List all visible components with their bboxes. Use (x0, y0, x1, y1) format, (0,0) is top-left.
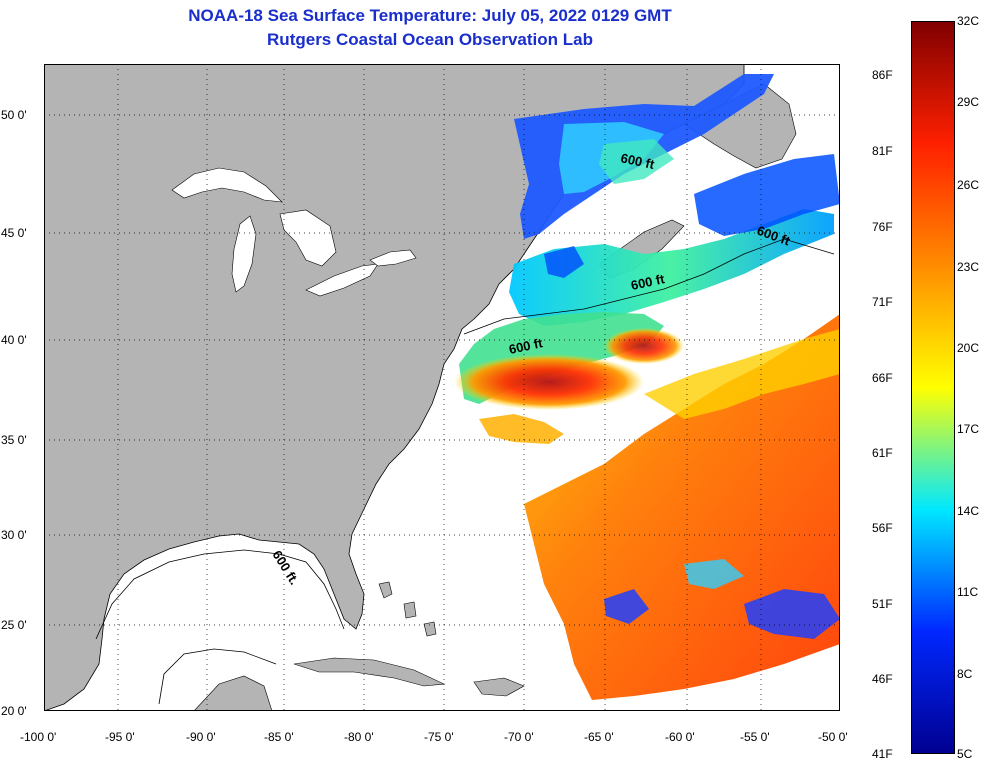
colorbar-c-label: 23C (957, 260, 980, 274)
sst-scotian-shelf (544, 246, 584, 278)
colorbar-c-label: 29C (957, 95, 980, 109)
colorbar-f-label: 46F (872, 672, 893, 686)
lon-label: -95 0' (105, 730, 135, 744)
colorbar-f-label: 56F (872, 521, 893, 535)
colorbar-c-label: 20C (957, 341, 980, 355)
colorbar-f-label: 81F (872, 144, 893, 158)
hispaniola-land (473, 677, 525, 697)
isobath-line-gom (95, 549, 345, 640)
map-subtitle: Rutgers Coastal Ocean Observation Lab (267, 30, 593, 49)
lake-superior (171, 167, 283, 203)
lat-label: 50 0' (1, 108, 27, 122)
colorbar-c-label: 32C (957, 14, 980, 28)
yucatan-land (193, 675, 273, 711)
isobath-line (463, 238, 835, 335)
cuba-land (293, 657, 446, 687)
sst-hatteras-warm (479, 414, 564, 444)
colorbar-f-label: 51F (872, 597, 893, 611)
sst-cold-cloud-2 (744, 589, 840, 639)
lat-label: 30 0' (1, 528, 27, 542)
bahamas-land (378, 581, 437, 637)
sst-gulf-stream-eddy (604, 328, 684, 364)
sst-gulf-stream-core (454, 354, 644, 410)
lon-label: -60 0' (665, 730, 695, 744)
temperature-colorbar (911, 21, 955, 754)
colorbar-c-label: 26C (957, 178, 980, 192)
map-title: NOAA-18 Sea Surface Temperature: July 05… (188, 6, 672, 25)
lon-label: -85 0' (264, 730, 294, 744)
lat-label: 25 0' (1, 618, 27, 632)
colorbar-c-label: 8C (957, 667, 973, 681)
sst-canada-east-cold (694, 154, 840, 236)
colorbar-f-label: 71F (872, 295, 893, 309)
isobath-label: 600 ft (508, 335, 545, 357)
colorbar-c-label: 17C (957, 422, 980, 436)
colorbar-f-label: 66F (872, 371, 893, 385)
colorbar-f-label: 86F (872, 68, 893, 82)
lon-label: -55 0' (740, 730, 770, 744)
lat-label: 20 0' (1, 704, 27, 718)
lat-label: 35 0' (1, 433, 27, 447)
sst-gulf-of-maine (509, 209, 834, 326)
sst-labrador-patch (599, 139, 674, 184)
colorbar-f-label: 76F (872, 220, 893, 234)
colorbar-f-label: 41F (872, 747, 893, 761)
lake-ontario (369, 249, 417, 267)
lon-label: -65 0' (584, 730, 614, 744)
lon-label: -90 0' (186, 730, 216, 744)
sst-cold-cloud-3 (684, 559, 744, 589)
isobath-label: 600 ft (630, 271, 667, 293)
sst-map: 600 ft 600 ft 600 ft 600 ft. 600 ft (44, 64, 840, 711)
colorbar-f-label: 61F (872, 446, 893, 460)
colorbar-c-label: 11C (957, 585, 979, 599)
lat-label: 40 0' (1, 333, 27, 347)
isobath-label: 600 ft (619, 150, 656, 172)
lake-erie (305, 263, 379, 297)
lake-huron (279, 209, 337, 267)
colorbar-c-label: 14C (957, 504, 980, 518)
lon-label: -75 0' (424, 730, 454, 744)
lat-label: 45 0' (1, 226, 27, 240)
lon-label: -70 0' (504, 730, 534, 744)
isobath-line-gom-inner (158, 648, 277, 705)
lake-michigan (231, 215, 257, 293)
lon-label: -100 0' (20, 730, 57, 744)
sst-sargasso-yellow (644, 329, 840, 419)
sst-cold-cloud-1 (604, 589, 649, 624)
lon-label: -80 0' (344, 730, 374, 744)
colorbar-c-label: 5C (957, 747, 973, 761)
lon-label: -50 0' (818, 730, 848, 744)
